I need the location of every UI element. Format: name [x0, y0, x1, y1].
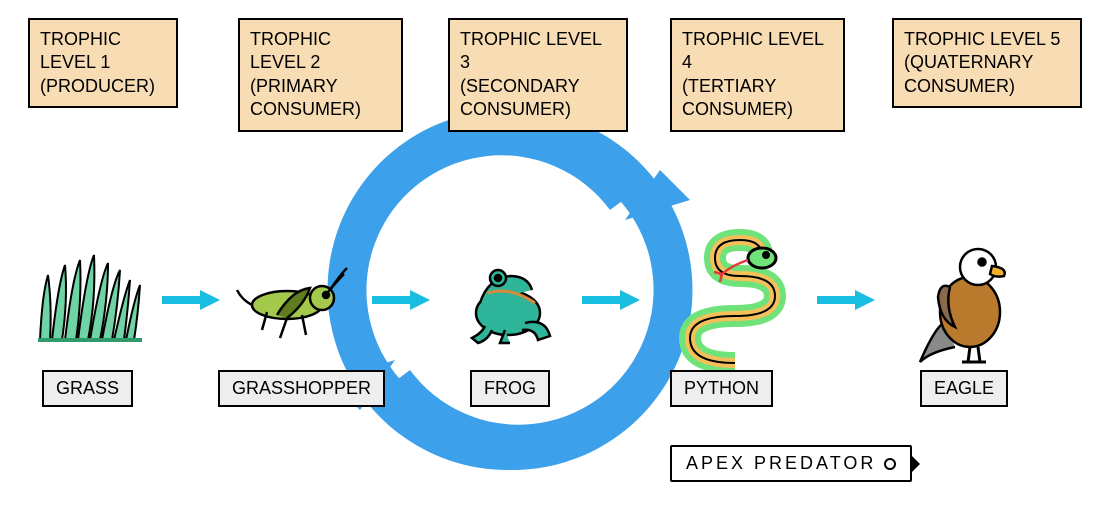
trophic-box-5: TROPHIC LEVEL 5 (QUATERNARY CONSUMER) [892, 18, 1082, 108]
python-icon [670, 228, 800, 368]
apex-predator-label: APEX PREDATOR [686, 453, 876, 473]
organism-name-python: PYTHON [670, 370, 773, 407]
arrow-icon [160, 290, 220, 310]
trophic-box-4: TROPHIC LEVEL 4 (TERTIARY CONSUMER) [670, 18, 845, 132]
trophic-box-3: TROPHIC LEVEL 3 (SECONDARY CONSUMER) [448, 18, 628, 132]
organism-name-eagle: EAGLE [920, 370, 1008, 407]
organism-name-grass: GRASS [42, 370, 133, 407]
trophic-role: (QUATERNARY CONSUMER) [904, 51, 1070, 98]
trophic-box-1: TROPHIC LEVEL 1 (PRODUCER) [28, 18, 178, 108]
trophic-title: TROPHIC LEVEL 3 [460, 28, 616, 75]
trophic-title: TROPHIC LEVEL 5 [904, 28, 1070, 51]
trophic-role: (SECONDARY CONSUMER) [460, 75, 616, 122]
apex-predator-tag: APEX PREDATOR [670, 445, 912, 482]
trophic-role: (PRODUCER) [40, 75, 166, 98]
trophic-title: TROPHIC LEVEL 2 [250, 28, 391, 75]
organism-name-frog: FROG [470, 370, 550, 407]
grasshopper-icon [232, 250, 352, 360]
trophic-role: (PRIMARY CONSUMER) [250, 75, 391, 122]
trophic-title: TROPHIC LEVEL 1 [40, 28, 166, 75]
frog-icon [450, 248, 570, 358]
arrow-icon [580, 290, 640, 310]
organism-name-grasshopper: GRASSHOPPER [218, 370, 385, 407]
arrow-icon [815, 290, 875, 310]
trophic-box-2: TROPHIC LEVEL 2 (PRIMARY CONSUMER) [238, 18, 403, 132]
trophic-title: TROPHIC LEVEL 4 [682, 28, 833, 75]
arrow-icon [370, 290, 430, 310]
eagle-icon [900, 232, 1030, 372]
trophic-role: (TERTIARY CONSUMER) [682, 75, 833, 122]
grass-icon [30, 245, 150, 355]
